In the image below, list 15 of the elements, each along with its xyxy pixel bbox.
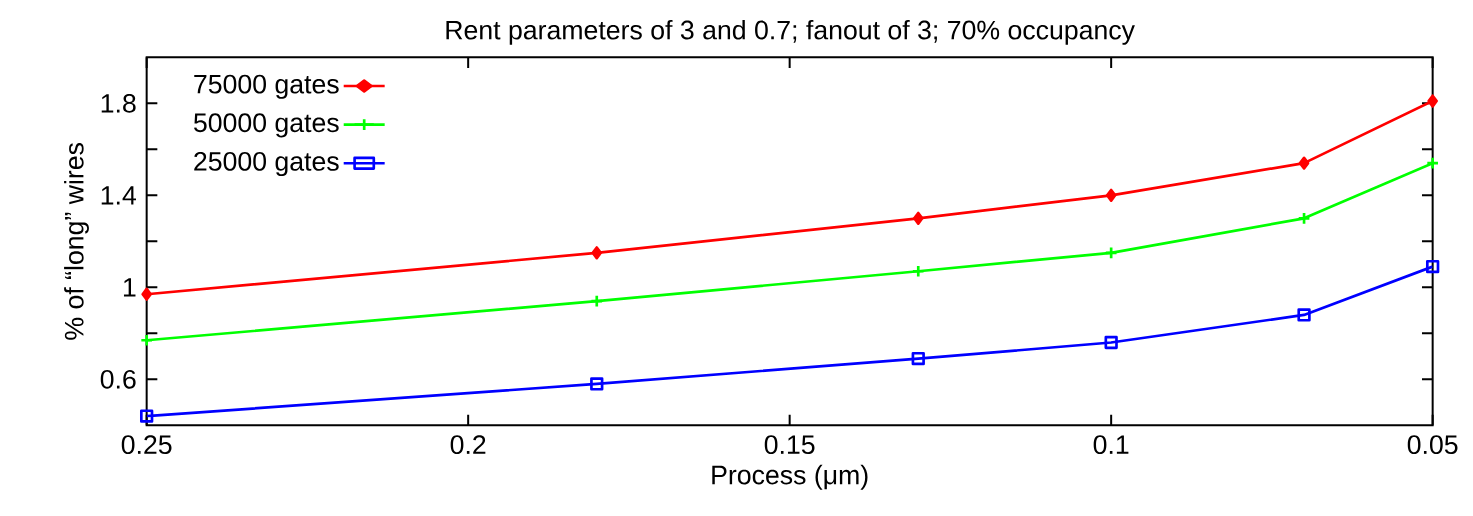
x-tick-label: 0.15: [764, 435, 815, 455]
y-tick-label: 1: [123, 278, 136, 297]
chart-title: Rent parameters of 3 and 0.7; fanout of 3; 70% occupancy: [446, 19, 1135, 45]
legend-label: 75000 gates: [194, 74, 339, 99]
y-tick-label: 1.8: [101, 93, 136, 113]
x-tick-label: 0.2: [450, 435, 486, 455]
y-axis-title: % of “long” wires: [64, 143, 89, 340]
y-tick-label: 1.4: [101, 186, 136, 205]
x-tick-label: 0.05: [1407, 435, 1458, 455]
x-axis-title: Process (μm): [712, 464, 868, 490]
x-tick-label: 0.1: [1093, 435, 1129, 455]
y-tick-label: 0.6: [100, 369, 136, 389]
legend-label: 25000 gates: [194, 151, 339, 177]
x-tick-label: 0.25: [121, 435, 172, 455]
legend-label: 50000 gates: [193, 113, 339, 138]
